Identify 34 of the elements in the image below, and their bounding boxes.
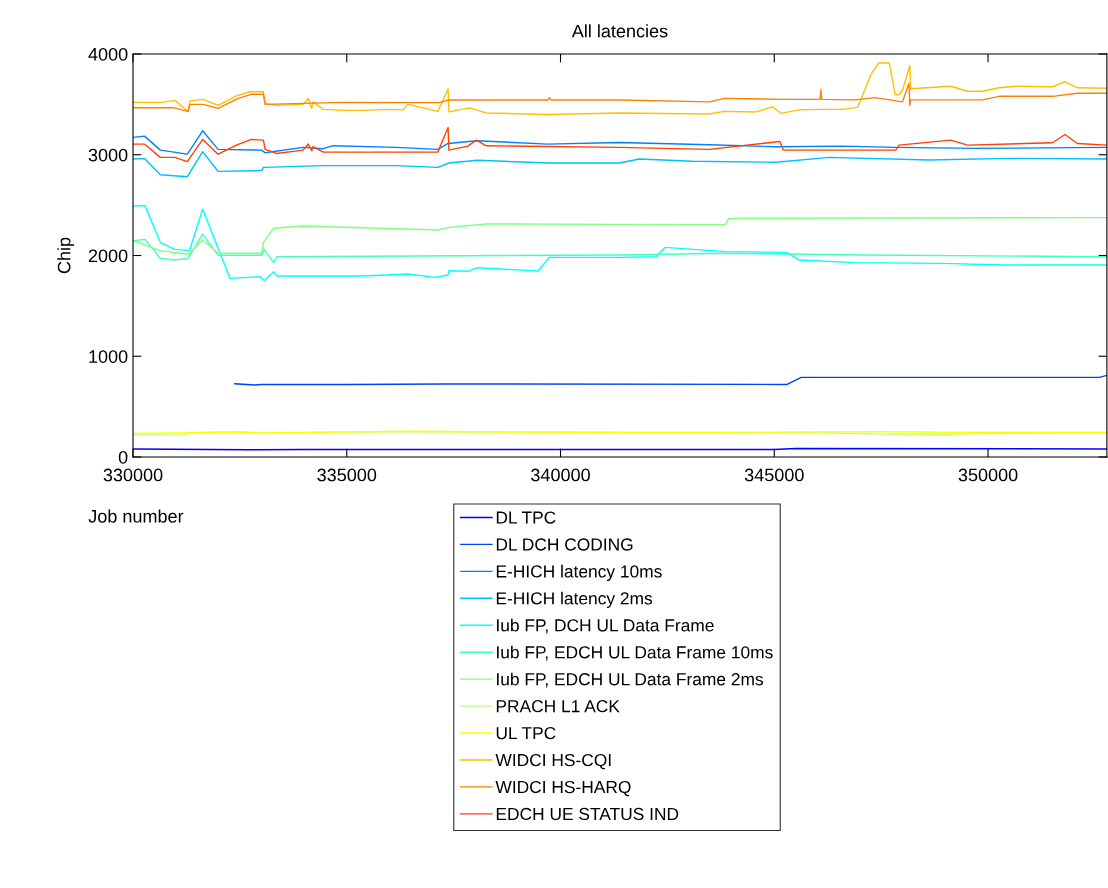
legend-label: Iub FP, DCH UL Data Frame <box>497 618 714 634</box>
line-series <box>133 204 1107 282</box>
legend-label: WIDCI HS-HARQ <box>495 780 631 797</box>
chart-title: All latencies <box>571 24 668 38</box>
legend-label: E-HICH latency 10ms <box>496 564 662 582</box>
x-axis-title: Job number <box>88 509 184 523</box>
x-tick-label: 330000 <box>103 468 163 482</box>
line-series <box>133 62 1107 116</box>
x-tick-label: 340000 <box>531 468 590 482</box>
y-tick-label: 1000 <box>89 350 128 363</box>
x-tick-label: 350000 <box>958 468 1018 482</box>
line-series <box>234 374 1107 386</box>
legend-label: EDCH UE STATUS IND <box>496 807 679 821</box>
y-tick-label: 4000 <box>88 47 128 61</box>
line-series <box>133 130 1107 155</box>
x-tick-label: 345000 <box>744 468 804 482</box>
y-tick-label: 3000 <box>88 148 128 162</box>
line-series <box>133 151 1107 178</box>
line-series <box>133 82 1107 113</box>
legend-label: DL TPC <box>496 511 556 524</box>
y-tick-label: 0 <box>118 450 128 464</box>
line-series <box>133 126 1107 163</box>
line-series <box>133 216 1107 255</box>
y-tick-label: 2000 <box>88 249 128 263</box>
y-axis-title: Chip <box>57 237 75 274</box>
legend-label: WIDCI HS-CQI <box>495 753 611 770</box>
legend-label: E-HICH latency 2ms <box>496 591 653 608</box>
legend-label: Iub FP, EDCH UL Data Frame 2ms <box>497 672 764 688</box>
legend-label: UL TPC <box>496 726 556 740</box>
legend-label: DL DCH CODING <box>496 538 633 551</box>
x-tick-label: 335000 <box>317 468 377 482</box>
line-series <box>133 233 1107 264</box>
legend-label: PRACH L1 ACK <box>496 700 620 713</box>
legend-label: Iub FP, EDCH UL Data Frame 10ms <box>497 645 773 661</box>
